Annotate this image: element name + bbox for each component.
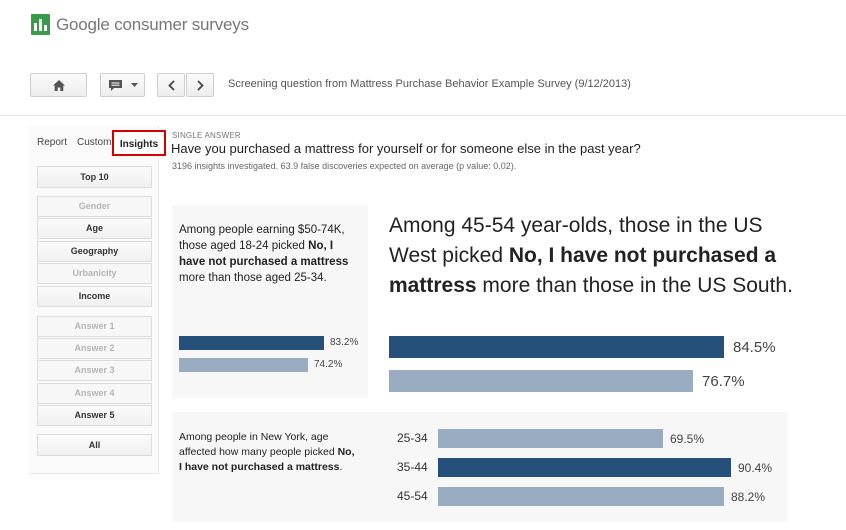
tab-report[interactable]: Report [37,137,68,148]
insight-answer: No, I have not purchased a mattress [389,244,777,297]
insight-bar-value: 74.2% [314,359,343,370]
insight-bar-value: 69.5% [670,432,705,446]
sidebar-item-answer3: Answer 3 [37,360,152,381]
insight-bar [389,370,693,392]
insight-card-featured[interactable] [368,205,788,398]
tab-custom[interactable]: Custom [77,137,111,148]
insight-text-pre: Among people earning $50-74K, those aged… [179,224,345,252]
insight-text-post: . [339,461,343,473]
sidebar-item-answer4: Answer 4 [37,383,152,404]
chevron-right-icon [196,79,204,91]
insight-bar-value: 84.5% [733,339,776,356]
sidebar-item-answer5[interactable]: Answer 5 [37,405,152,426]
insight-answer: No, I have not purchased a mattress [179,446,355,473]
featured-insight-text: Among 45-54 year-olds, those in the US W… [389,211,799,301]
insight-bar-value: 88.2% [731,490,766,504]
question-type-label: SINGLE ANSWER [172,131,241,140]
insight-text-post: more than those in the US South. [476,274,793,297]
insight-text-post: more than those aged 25-34. [179,272,327,284]
next-button[interactable] [186,73,214,97]
chevron-down-icon [131,83,138,87]
home-icon [52,79,65,91]
view-tabs: Report Custom Insights [29,130,167,156]
insight-text-pre: Among people in New York, age affected h… [179,431,338,458]
insight-text: Among people earning $50-74K, those aged… [179,222,362,286]
insight-bar-value: 83.2% [330,337,359,348]
sidebar-item-gender: Gender [37,196,152,217]
insight-answer: No, I have not purchased a mattress [179,240,349,268]
previous-button[interactable] [157,73,185,97]
insight-bar-category: 25-34 [397,431,428,445]
insight-bar [179,358,308,372]
sidebar-item-answer2: Answer 2 [37,338,152,359]
insight-text: Among people in New York, age affected h… [179,430,359,475]
insight-bar-value: 90.4% [738,461,773,475]
tab-insights[interactable]: Insights [112,130,166,156]
insight-bar-value: 76.7% [702,373,745,390]
sidebar-item-age[interactable]: Age [37,218,152,239]
sidebar-item-income[interactable]: Income [37,286,152,307]
question-text: Have you purchased a mattress for yourse… [171,141,641,156]
insight-text-pre: Among 45-54 year-olds, those in the US W… [389,214,763,267]
sidebar-item-all[interactable]: All [37,434,152,456]
app-logo[interactable]: Google consumer surveys [31,14,249,35]
insight-bar [438,458,731,477]
insights-summary: 3196 insights investigated. 63.9 false d… [172,161,517,171]
insight-bar-category: 45-54 [397,489,428,503]
home-button[interactable] [30,73,87,97]
insight-bar [389,336,724,358]
logo-mark-icon [31,14,50,35]
breadcrumb: Screening question from Mattress Purchas… [228,78,631,90]
sidebar-item-geography[interactable]: Geography [37,241,152,262]
app-title: Google consumer surveys [56,14,249,34]
sidebar-item-answer1: Answer 1 [37,316,152,337]
chevron-left-icon [167,79,175,91]
comment-icon [109,79,122,91]
comment-menu-button[interactable] [100,73,145,97]
sidebar-item-urbanicity: Urbanicity [37,263,152,284]
header-divider [0,115,846,116]
insight-bar-category: 35-44 [397,460,428,474]
sidebar-item-top10[interactable]: Top 10 [37,166,152,188]
insight-bar [179,336,324,350]
insight-bar [438,487,724,506]
insight-bar [438,429,663,448]
